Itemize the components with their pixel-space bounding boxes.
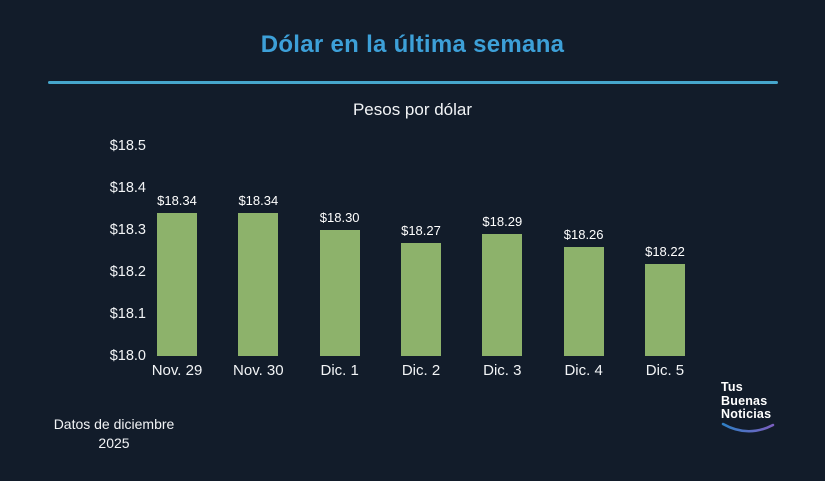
- x-axis-label: Dic. 2: [401, 362, 441, 379]
- title-divider-line: [48, 81, 778, 84]
- bar-value-label: $18.27: [401, 222, 441, 238]
- bar: [482, 234, 523, 356]
- x-axis-label: Nov. 29: [151, 362, 203, 379]
- bar-value-label: $18.22: [645, 243, 685, 259]
- bar-value-label: $18.26: [563, 226, 604, 242]
- plot-area: $18.34 Nov. 29 $18.34 Nov. 30 $18.30 Dic. 1 $1…: [147, 146, 697, 379]
- bar-value-label: $18.34: [238, 193, 279, 209]
- bar: [157, 213, 197, 356]
- bar: [400, 242, 441, 356]
- brand-logo-line1: Tus: [721, 380, 743, 394]
- y-axis-label: $18.0: [109, 348, 146, 364]
- y-axis: $18.5 $18.4 $18.3 $18.2 $18.1 $18.0: [98, 138, 146, 364]
- bar-value-label: $18.30: [319, 210, 360, 225]
- bar: [238, 213, 279, 356]
- x-axis-label: Dic. 3: [483, 362, 522, 379]
- brand-logo-line3: Noticias: [721, 407, 772, 421]
- x-axis-label: Nov. 30: [233, 362, 284, 379]
- y-axis-label: $18.2: [109, 264, 146, 280]
- footer-note-line2: 2025: [98, 434, 130, 451]
- x-axis-label: Dic. 4: [564, 362, 603, 379]
- y-axis-label: $18.1: [109, 306, 146, 322]
- brand-logo-text: Tus Buenas Noticias: [721, 380, 791, 422]
- x-axis-label: Dic. 5: [645, 362, 685, 379]
- bar-value-label: $18.34: [157, 193, 197, 209]
- bar-value-label: $18.29: [482, 214, 523, 230]
- logo-swoosh-icon: [721, 422, 775, 432]
- footer-note-line1: Datos de diciembre: [53, 416, 175, 432]
- bar: [563, 246, 604, 356]
- y-axis-label: $18.3: [109, 222, 146, 238]
- chart-subtitle: Pesos por dólar: [352, 100, 473, 119]
- bar: [644, 263, 685, 356]
- x-axis-label: Dic. 1: [320, 362, 359, 379]
- footer-note: Datos de diciembre 2025: [50, 415, 178, 453]
- brand-logo: Tus Buenas Noticias: [721, 380, 791, 436]
- y-axis-label: $18.5: [109, 138, 146, 154]
- brand-logo-line2: Buenas: [721, 393, 768, 408]
- y-axis-label: $18.4: [109, 180, 146, 196]
- bar: [319, 230, 360, 356]
- page-title: Dólar en la última semana: [260, 31, 565, 58]
